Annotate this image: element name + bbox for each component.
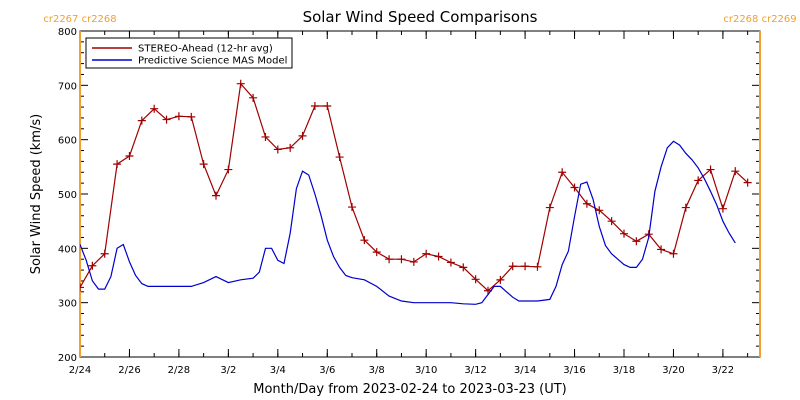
x-tick-label: 3/20 bbox=[662, 365, 684, 376]
data-point-marker bbox=[310, 101, 319, 110]
x-tick-label: 2/26 bbox=[118, 365, 140, 376]
data-point-marker bbox=[533, 262, 542, 271]
legend: STEREO-Ahead (12-hr avg)Predictive Scien… bbox=[85, 37, 293, 69]
data-point-marker bbox=[657, 245, 666, 254]
data-point-marker bbox=[323, 101, 332, 110]
data-point-marker bbox=[743, 178, 752, 187]
data-point-marker bbox=[582, 199, 591, 208]
data-point-marker bbox=[718, 204, 727, 213]
x-tick-label: 3/2 bbox=[220, 365, 236, 376]
data-point-marker bbox=[187, 112, 196, 121]
chart-title: Solar Wind Speed Comparisons bbox=[303, 8, 538, 26]
cr-label: cr2267 cr2268 bbox=[43, 14, 116, 25]
y-tick-label: 500 bbox=[58, 190, 77, 201]
data-point-marker bbox=[446, 258, 455, 267]
data-point-marker bbox=[174, 112, 183, 121]
x-tick-label: 3/8 bbox=[369, 365, 385, 376]
plot-frame bbox=[79, 30, 761, 358]
x-tick-label: 3/18 bbox=[613, 365, 635, 376]
data-point-marker bbox=[595, 206, 604, 215]
cr-label: cr2268 cr2269 bbox=[723, 14, 796, 25]
series-mas-model bbox=[80, 140, 736, 305]
legend-label: Predictive Science MAS Model bbox=[138, 56, 287, 67]
x-axis-ticks: 2/24 2/26 2/28 3/2 3/4 3/6 3/8 3/10 3/12 3/14 3/16… bbox=[69, 31, 749, 376]
legend-box bbox=[85, 37, 293, 69]
x-tick-label: 3/12 bbox=[464, 365, 486, 376]
data-point-marker bbox=[212, 191, 220, 200]
data-point-marker bbox=[360, 236, 369, 245]
legend-label: STEREO-Ahead (12-hr avg) bbox=[138, 44, 273, 55]
data-point-marker bbox=[397, 255, 406, 264]
data-point-marker bbox=[298, 131, 307, 140]
data-point-marker bbox=[422, 249, 431, 258]
y-tick-label: 700 bbox=[58, 81, 77, 92]
data-point-marker bbox=[669, 249, 678, 258]
data-point-marker bbox=[199, 160, 208, 169]
series-stereo-ahead bbox=[80, 79, 752, 295]
data-point-marker bbox=[150, 104, 159, 113]
data-point-marker bbox=[236, 79, 245, 88]
data-point-marker bbox=[125, 151, 134, 160]
data-point-marker bbox=[372, 248, 381, 257]
x-tick-label: 2/24 bbox=[69, 365, 91, 376]
series-line bbox=[80, 140, 736, 305]
data-point-marker bbox=[100, 249, 109, 258]
x-tick-label: 3/6 bbox=[319, 365, 335, 376]
y-axis-ticks: 200 300 400 500 600 700 800 bbox=[58, 27, 760, 364]
data-point-marker bbox=[434, 252, 443, 261]
y-tick-label: 200 bbox=[58, 353, 77, 364]
data-point-marker bbox=[249, 93, 258, 102]
data-point-marker bbox=[681, 203, 690, 212]
y-tick-label: 600 bbox=[58, 136, 77, 147]
data-point-marker bbox=[731, 167, 740, 176]
x-tick-label: 3/10 bbox=[415, 365, 437, 376]
y-tick-label: 800 bbox=[58, 27, 77, 38]
x-tick-label: 3/16 bbox=[563, 365, 585, 376]
data-point-marker bbox=[607, 217, 616, 226]
data-point-marker bbox=[137, 116, 146, 125]
y-tick-label: 400 bbox=[58, 244, 77, 255]
data-point-marker bbox=[113, 160, 122, 169]
x-tick-label: 3/22 bbox=[712, 365, 734, 376]
data-point-marker bbox=[706, 165, 715, 174]
data-point-marker bbox=[80, 283, 84, 292]
data-point-marker bbox=[496, 275, 505, 284]
y-axis-label: Solar Wind Speed (km/s) bbox=[29, 114, 44, 274]
data-point-marker bbox=[385, 255, 394, 264]
data-point-marker bbox=[224, 165, 233, 174]
data-point-marker bbox=[570, 183, 579, 192]
data-point-marker bbox=[508, 262, 517, 271]
data-point-marker bbox=[409, 257, 418, 266]
data-point-marker bbox=[545, 203, 554, 212]
x-tick-label: 3/14 bbox=[514, 365, 536, 376]
data-point-marker bbox=[694, 176, 703, 185]
y-tick-label: 300 bbox=[58, 299, 77, 310]
x-axis-label: Month/Day from 2023-02-24 to 2023-03-23 … bbox=[253, 382, 566, 397]
data-point-marker bbox=[88, 261, 97, 270]
data-point-marker bbox=[286, 143, 295, 152]
x-tick-label: 3/4 bbox=[270, 365, 286, 376]
data-point-marker bbox=[558, 168, 567, 177]
data-point-marker bbox=[162, 115, 171, 124]
data-point-marker bbox=[335, 153, 344, 162]
data-point-marker bbox=[632, 237, 641, 246]
data-point-marker bbox=[521, 262, 530, 271]
data-point-marker bbox=[348, 203, 356, 212]
x-tick-label: 2/28 bbox=[168, 365, 190, 376]
data-point-marker bbox=[273, 145, 282, 154]
data-point-marker bbox=[471, 275, 480, 284]
data-point-marker bbox=[261, 132, 270, 141]
data-point-marker bbox=[459, 263, 468, 272]
data-point-marker bbox=[620, 229, 628, 238]
